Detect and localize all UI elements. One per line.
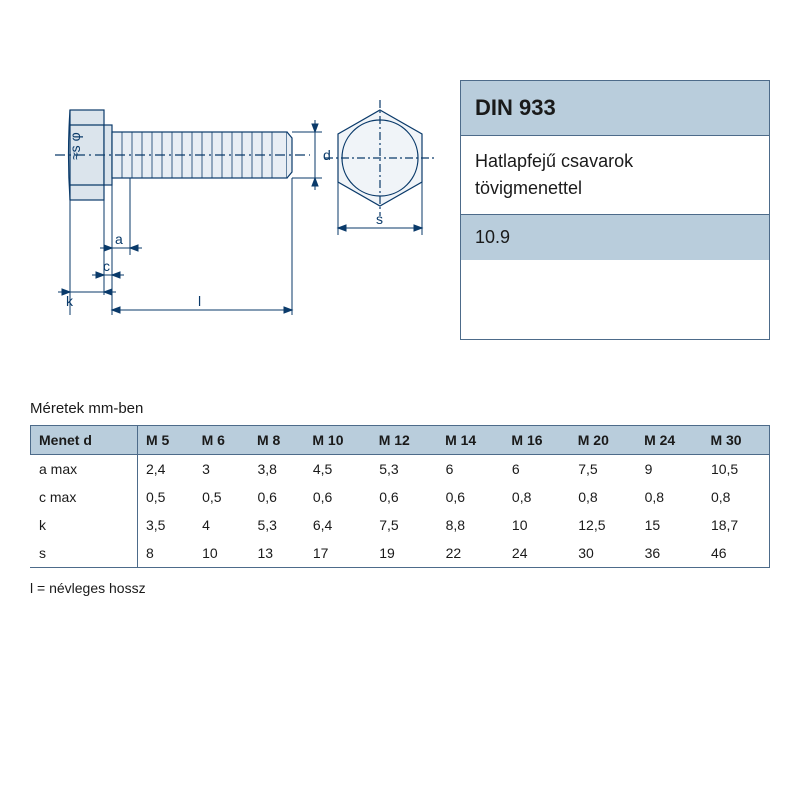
dim-c-label: c [103, 258, 110, 274]
standard-description: Hatlapfejű csavarok tövigmenettel [461, 136, 769, 215]
table-row: c max0,50,50,60,60,60,60,80,80,80,8 [31, 483, 770, 511]
col-header: M 24 [636, 426, 702, 455]
footnote: l = névleges hossz [30, 580, 146, 596]
col-header: M 10 [304, 426, 370, 455]
cell: 5,3 [249, 511, 304, 539]
cell: 24 [503, 539, 569, 568]
col-header: M 30 [702, 426, 769, 455]
dimensions-table: Menet dM 5M 6M 8M 10M 12M 14M 16M 20M 24… [30, 425, 770, 568]
cell: 6 [503, 455, 569, 484]
standard-title: DIN 933 [461, 81, 769, 136]
cell: 6,4 [304, 511, 370, 539]
cell: 30 [570, 539, 636, 568]
strength-grade: 10.9 [461, 215, 769, 260]
col-header: M 16 [503, 426, 569, 455]
bolt-diagram: d ≈s φ a [30, 80, 450, 340]
dim-d-label: d [323, 147, 331, 163]
cell: 4,5 [304, 455, 370, 484]
col-header: M 14 [437, 426, 503, 455]
cell: 2,4 [138, 455, 194, 484]
table-row: s8101317192224303646 [31, 539, 770, 568]
col-header: M 6 [194, 426, 249, 455]
cell: 19 [371, 539, 437, 568]
cell: 5,3 [371, 455, 437, 484]
col-header: M 5 [138, 426, 194, 455]
dim-sphi-label: ≈s φ [67, 132, 83, 160]
row-label: k [31, 511, 138, 539]
cell: 46 [702, 539, 769, 568]
cell: 6 [437, 455, 503, 484]
units-label: Méretek mm-ben [30, 400, 143, 417]
cell: 0,6 [249, 483, 304, 511]
table-row: k3,545,36,47,58,81012,51518,7 [31, 511, 770, 539]
cell: 36 [636, 539, 702, 568]
top-row: d ≈s φ a [30, 80, 770, 340]
col-header: M 12 [371, 426, 437, 455]
desc-line-1: Hatlapfejű csavarok [475, 148, 755, 175]
cell: 0,6 [304, 483, 370, 511]
cell: 8 [138, 539, 194, 568]
dim-s-label: s [376, 211, 383, 227]
cell: 10 [194, 539, 249, 568]
cell: 3,8 [249, 455, 304, 484]
desc-line-2: tövigmenettel [475, 175, 755, 202]
cell: 0,6 [437, 483, 503, 511]
cell: 10,5 [702, 455, 769, 484]
cell: 0,6 [371, 483, 437, 511]
row-label: c max [31, 483, 138, 511]
table-row: a max2,433,84,55,3667,5910,5 [31, 455, 770, 484]
info-box: DIN 933 Hatlapfejű csavarok tövigmenette… [460, 80, 770, 340]
cell: 18,7 [702, 511, 769, 539]
cell: 9 [636, 455, 702, 484]
row-label: a max [31, 455, 138, 484]
cell: 7,5 [371, 511, 437, 539]
row-label: s [31, 539, 138, 568]
cell: 3 [194, 455, 249, 484]
cell: 0,5 [194, 483, 249, 511]
cell: 3,5 [138, 511, 194, 539]
cell: 7,5 [570, 455, 636, 484]
cell: 17 [304, 539, 370, 568]
cell: 10 [503, 511, 569, 539]
cell: 13 [249, 539, 304, 568]
dim-k-label: k [66, 293, 74, 309]
dim-a-label: a [115, 231, 123, 247]
cell: 4 [194, 511, 249, 539]
cell: 0,8 [570, 483, 636, 511]
table-header-row: Menet dM 5M 6M 8M 10M 12M 14M 16M 20M 24… [31, 426, 770, 455]
dim-l-label: l [198, 293, 201, 309]
cell: 12,5 [570, 511, 636, 539]
cell: 0,8 [636, 483, 702, 511]
col-header: M 8 [249, 426, 304, 455]
cell: 8,8 [437, 511, 503, 539]
cell: 0,8 [503, 483, 569, 511]
cell: 22 [437, 539, 503, 568]
table-body: a max2,433,84,55,3667,5910,5c max0,50,50… [31, 455, 770, 568]
col-header: M 20 [570, 426, 636, 455]
cell: 15 [636, 511, 702, 539]
cell: 0,5 [138, 483, 194, 511]
col-header-label: Menet d [31, 426, 138, 455]
cell: 0,8 [702, 483, 769, 511]
